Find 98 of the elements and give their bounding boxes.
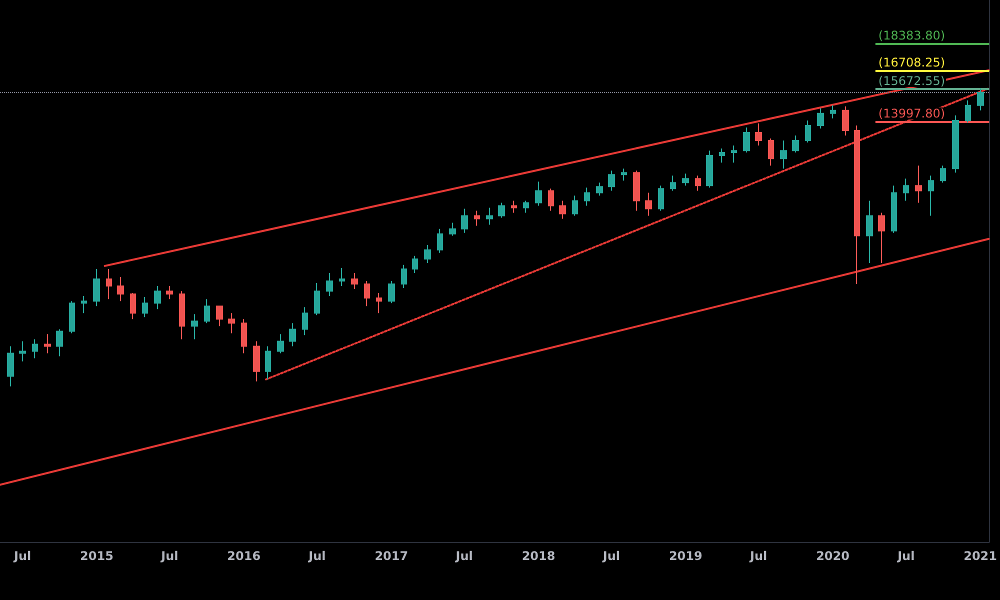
candlestick xyxy=(461,208,468,234)
candlestick xyxy=(277,334,284,354)
candlestick xyxy=(977,88,984,111)
candlestick xyxy=(376,292,382,314)
candlestick xyxy=(792,134,799,154)
candlestick xyxy=(768,138,774,166)
candlestick xyxy=(682,173,689,186)
candlestick xyxy=(474,210,480,226)
candlestick xyxy=(915,165,922,204)
candlestick xyxy=(535,181,542,206)
candlestick xyxy=(572,195,578,216)
x-tick-label: Jul xyxy=(13,549,32,563)
x-tick-label: Jul xyxy=(896,549,915,563)
candlestick xyxy=(241,318,247,354)
candlestick xyxy=(130,292,136,320)
candlestick xyxy=(117,276,124,302)
candlestick xyxy=(731,144,737,164)
candlestick xyxy=(289,322,296,347)
candlestick xyxy=(179,290,185,340)
candlestick xyxy=(93,268,100,307)
candlestick xyxy=(498,202,505,218)
candlestick xyxy=(449,222,456,236)
candlestick xyxy=(44,334,51,354)
candlestick xyxy=(559,200,566,220)
candlestick xyxy=(69,300,75,334)
candlestick xyxy=(388,280,395,304)
candlestick xyxy=(658,185,664,212)
candlestick xyxy=(903,178,909,202)
candlestick xyxy=(842,106,849,136)
candlestick xyxy=(412,255,418,274)
candlestick xyxy=(584,187,590,206)
candlestick xyxy=(204,298,210,324)
candlestick xyxy=(364,280,370,307)
x-tick-label: Jul xyxy=(308,549,326,563)
candlestick xyxy=(265,346,271,380)
ref-line-label: (13997.80) xyxy=(878,106,946,120)
candlestick xyxy=(878,212,885,264)
candlestick xyxy=(608,170,615,192)
candlestick xyxy=(81,296,87,314)
candlestick xyxy=(314,282,320,316)
candlestick xyxy=(743,126,750,154)
x-tick-label: 2016 xyxy=(227,549,261,563)
x-tick-label: 2020 xyxy=(816,549,850,563)
x-tick-label: 2017 xyxy=(374,549,408,563)
candlestick xyxy=(645,192,652,216)
candlestick xyxy=(621,168,627,182)
candlestick xyxy=(32,338,38,359)
candlestick xyxy=(191,314,198,340)
candlestick xyxy=(106,268,112,300)
candlestick xyxy=(891,185,897,234)
candlestick xyxy=(706,150,713,188)
candlestick xyxy=(940,165,946,184)
candlestick xyxy=(511,200,517,214)
candlestick xyxy=(817,108,824,129)
x-tick-label: 2019 xyxy=(668,549,702,563)
x-tick-label: Jul xyxy=(160,549,178,563)
candlestick xyxy=(866,200,873,264)
candlestick xyxy=(952,114,959,174)
ref-line-label: (18383.80) xyxy=(878,28,946,42)
candlestick xyxy=(523,200,529,214)
candlestick xyxy=(695,175,701,192)
candlestick xyxy=(19,340,26,362)
candlestick xyxy=(928,175,934,216)
candlestick xyxy=(965,100,971,123)
candlestick xyxy=(302,306,308,336)
candlestick xyxy=(228,312,235,334)
ref-line-label: (16708.25) xyxy=(878,56,946,70)
candlestick xyxy=(670,175,676,192)
x-tick-label: Jul xyxy=(749,549,768,563)
candlestick xyxy=(755,122,762,146)
candlestick xyxy=(154,286,161,310)
x-tick-label: Jul xyxy=(454,549,473,563)
candlestick xyxy=(805,120,811,143)
candlestick xyxy=(437,228,443,254)
candlestick xyxy=(596,182,603,196)
candlestick xyxy=(166,286,173,300)
candlestick xyxy=(719,148,725,164)
candlestick xyxy=(326,272,333,297)
candlestick xyxy=(854,124,860,285)
ref-line-label: (15672.55) xyxy=(878,74,946,88)
x-tick-label: 2018 xyxy=(522,549,556,563)
candlestick xyxy=(339,267,345,287)
candlestick xyxy=(142,296,148,318)
candlestick xyxy=(351,272,358,290)
candlestick xyxy=(548,188,554,212)
x-tick-label: 2021 xyxy=(964,549,998,563)
candlestick xyxy=(633,170,640,212)
candlestick xyxy=(7,346,14,387)
candlestick xyxy=(253,340,260,382)
candlestick xyxy=(424,244,431,264)
candlestick xyxy=(830,104,836,119)
candlestick xyxy=(780,140,787,170)
candlestick xyxy=(486,207,493,226)
x-tick-label: 2015 xyxy=(80,549,114,563)
candlestick xyxy=(401,264,407,289)
candlestick xyxy=(216,306,223,327)
candlestick xyxy=(56,328,63,357)
x-tick-label: Jul xyxy=(602,549,620,563)
